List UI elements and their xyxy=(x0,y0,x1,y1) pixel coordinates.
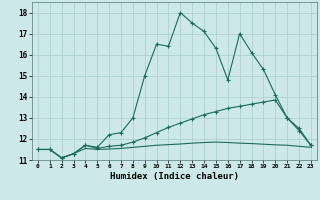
X-axis label: Humidex (Indice chaleur): Humidex (Indice chaleur) xyxy=(110,172,239,181)
